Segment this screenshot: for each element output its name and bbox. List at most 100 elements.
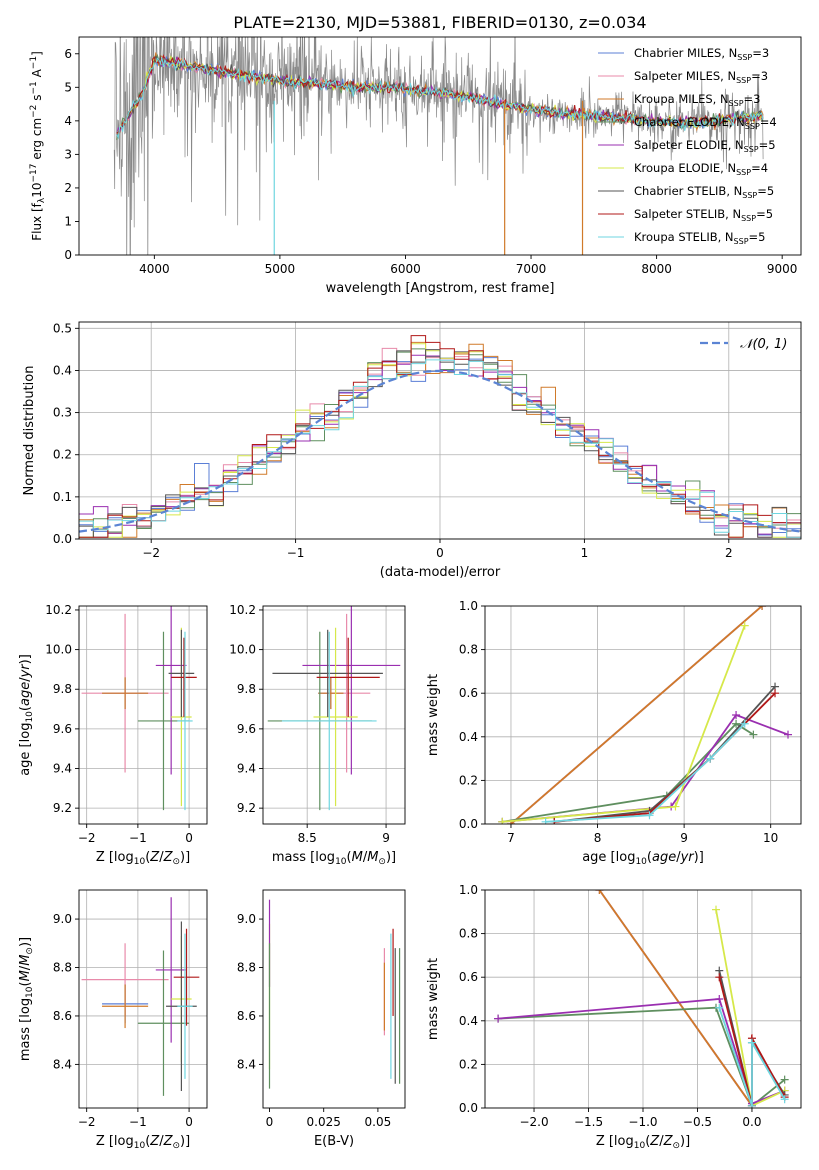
legend-label-normal: 𝒩(0, 1): [740, 337, 787, 352]
y-tick-label: 0.8: [459, 927, 478, 941]
y-tick-label: 0.2: [459, 1057, 478, 1071]
y-tick-label: 6: [64, 47, 72, 61]
weight-point-marker: [715, 973, 724, 982]
x-tick-label: −2: [78, 831, 96, 845]
weight-series-line-9: [545, 723, 746, 823]
axes-frame: [78, 605, 208, 825]
x-tick-label: 5000: [265, 262, 296, 276]
weight-point-marker: [715, 1003, 724, 1012]
weight-series-line-5: [502, 713, 789, 823]
x-tick-label: 9000: [767, 262, 798, 276]
weight-series-line-5: [498, 998, 786, 1105]
age-Z-plot-area: [79, 606, 207, 824]
y-tick-label: 9.0: [53, 912, 72, 926]
histogram-axes: −2 −1 0 1 2 0.0 0.1 0.2 0.3 0.4 0.5: [53, 321, 802, 560]
weight-point-marker: [771, 689, 780, 698]
histogram-ylabel: Normed distribution: [22, 366, 37, 496]
x-tick-label: 0.0: [742, 1115, 761, 1129]
mass-Z-xlabel: Z [log10(Z/Z⊙)]: [96, 1134, 190, 1151]
weight-age-xlabel: age [log10(age/yr)]: [582, 850, 704, 867]
weight-vs-age-panel: 7 8 9 10 0.0 0.2 0.4 0.6 0.8 1.0 age [log10(age/y…: [426, 599, 802, 867]
figure-title: PLATE=2130, MJD=53881, FIBERID=0130, z=0…: [233, 13, 646, 32]
plot-clip-group: [79, 322, 801, 539]
plot-clip-group: [485, 890, 801, 1108]
x-tick-label: 1: [581, 546, 589, 560]
plot-clip-group: [263, 606, 405, 824]
weight-series-line-3: [598, 890, 753, 1107]
mass-Z-axes: −2 −1 0 8.4 8.6 8.8 9.0: [53, 889, 208, 1129]
weight-Z-plot-area: [485, 890, 801, 1108]
mass-Z-plot-area: [79, 890, 207, 1108]
x-tick-label: 9: [680, 831, 688, 845]
residual-histogram-panel: −2 −1 0 1 2 0.0 0.1 0.2 0.3 0.4 0.5 𝒩(0, 1) (data-…: [22, 321, 802, 580]
weight-age-ylabel: mass weight: [426, 674, 441, 756]
y-tick-label: 8.8: [53, 961, 72, 975]
model-spectrum-line-9: [116, 57, 764, 140]
y-tick-label: 0.0: [459, 817, 478, 831]
mass-vs-metallicity-panel: −2 −1 0 8.4 8.6 8.8 9.0 Z [log10(Z/Z⊙)] mass […: [18, 889, 208, 1151]
weight-Z-axes: −2.0 −1.5 −1.0 −0.5 0.0 0.0 0.2 0.4 0.6 0.8 1.0: [459, 883, 802, 1129]
legend-label-6: Kroupa ELODIE, NSSP=4: [634, 161, 768, 177]
age-vs-mass-panel: 8.5 9 9.2 9.4 9.6 9.8 10.0 10.2 mass [log10(M/M…: [229, 603, 406, 867]
weight-point-marker: [747, 1101, 756, 1108]
axes-frame: [78, 36, 802, 256]
y-tick-label: 0.5: [53, 321, 72, 335]
age-vs-metallicity-panel: −2 −1 0 9.2 9.4 9.6 9.8 10.0 10.2 Z [log10(Z/Z⊙)…: [18, 603, 208, 867]
age-Z-axes: −2 −1 0 9.2 9.4 9.6 9.8 10.0 10.2: [45, 603, 208, 845]
weight-series-line-3: [510, 606, 763, 824]
x-tick-label: 2: [725, 546, 733, 560]
weight-point-marker: [498, 817, 507, 824]
spectrum-ylabel: Flux [fλ10−17 erg cm−2 s−1 A−1]: [29, 51, 47, 241]
weight-point-marker: [706, 754, 715, 763]
axes-frame: [78, 889, 208, 1109]
x-tick-label: 0: [266, 1115, 274, 1129]
y-tick-label: 4: [64, 114, 72, 128]
y-tick-label: 0.0: [459, 1101, 478, 1115]
plot-clip-group: [79, 606, 207, 824]
spectrum-xlabel: wavelength [Angstrom, rest frame]: [326, 281, 555, 296]
weight-age-plot-area: [485, 606, 801, 824]
y-tick-label: 0.8: [459, 643, 478, 657]
y-tick-label: 10.2: [229, 603, 256, 617]
x-tick-label: −0.5: [683, 1115, 712, 1129]
axes-frame: [484, 605, 802, 825]
y-tick-label: 0.4: [459, 1014, 478, 1028]
weight-point-marker: [595, 890, 604, 894]
y-tick-label: 8.6: [237, 1009, 256, 1023]
y-tick-label: 0.6: [459, 970, 478, 984]
weight-point-marker: [740, 621, 749, 630]
weight-point-marker: [780, 1095, 789, 1104]
y-tick-label: 0.4: [53, 363, 72, 377]
y-tick-label: 9.2: [237, 801, 256, 815]
histogram-legend: 𝒩(0, 1): [700, 337, 787, 352]
y-tick-label: 0.3: [53, 406, 72, 420]
plot-clip-group: [268, 899, 401, 1089]
x-tick-label: 9: [382, 831, 390, 845]
spectrum-panel: 4000 5000 6000 7000 8000 9000 0 1 2 3 4 5 6 Chabrier…: [29, 36, 802, 296]
legend-label-5: Salpeter ELODIE, NSSP=5: [634, 138, 776, 154]
weight-point-marker: [715, 995, 724, 1003]
legend-label-7: Chabrier STELIB, NSSP=5: [634, 184, 774, 200]
histogram-plot-area: [79, 322, 801, 539]
y-tick-label: 0.1: [53, 490, 72, 504]
age-mass-xlabel: mass [log10(M/M⊙)]: [272, 850, 396, 867]
legend-label-3: Kroupa MILES, NSSP=3: [634, 92, 760, 108]
weight-age-axes: 7 8 9 10 0.0 0.2 0.4 0.6 0.8 1.0: [459, 599, 802, 845]
weight-series-line-4: [502, 722, 754, 823]
axes-frame: [262, 889, 406, 1109]
x-tick-label: −1: [287, 546, 305, 560]
y-tick-label: 0: [64, 248, 72, 262]
mass-ebv-xlabel: E(B-V): [314, 1134, 354, 1149]
y-tick-label: 3: [64, 147, 72, 161]
normal-reference-curve: [79, 369, 801, 533]
weight-series-line-6: [502, 625, 746, 823]
weight-series-line-9: [718, 1007, 786, 1107]
plot-clip-group: [113, 37, 764, 255]
x-tick-label: 8.5: [298, 831, 317, 845]
weight-point-marker: [541, 817, 550, 824]
histogram-step-5: [79, 351, 801, 535]
mass-ebv-axes: 0 0.025 0.05 8.4 8.6 8.8 9.0: [237, 889, 406, 1129]
y-tick-label: 1: [64, 214, 72, 228]
weight-point-marker: [740, 719, 749, 728]
y-tick-label: 8.4: [53, 1057, 72, 1071]
